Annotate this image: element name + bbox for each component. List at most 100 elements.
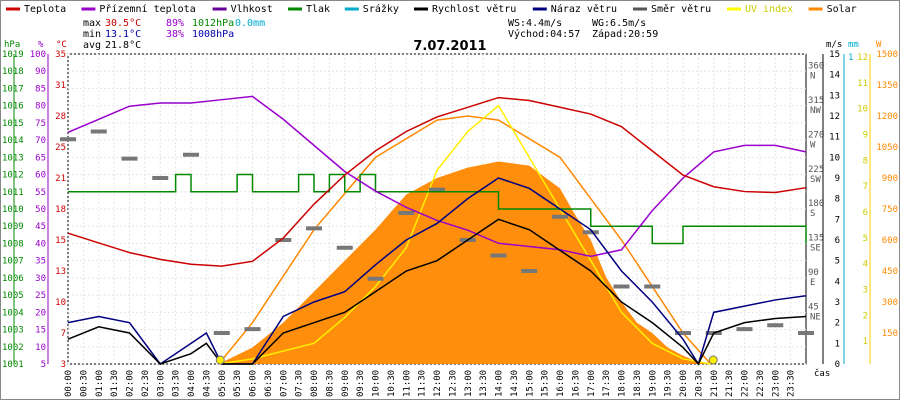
hum-tick-2: 85 — [35, 84, 46, 94]
wdir-name-3: SW — [810, 175, 821, 185]
stats-ws: WS:4.4m/s — [508, 18, 562, 29]
wm2-tick-9: 150 — [882, 329, 898, 339]
wdir-tick-3: 225 — [808, 165, 824, 175]
stats-sunset: Západ:20:59 — [592, 28, 658, 40]
ms-tick-13: 2 — [835, 319, 840, 329]
stats-wg: WG:6.5m/s — [592, 18, 646, 29]
ms-tick-12: 3 — [835, 298, 840, 308]
stats-min-temp: 13.1°C — [105, 29, 141, 40]
series-temperature — [67, 96, 807, 267]
hum-tick-1: 90 — [35, 67, 46, 77]
series-humidity — [67, 95, 807, 258]
x-tick-16: 08:00 — [310, 370, 320, 397]
hpa-tick-11: 1008 — [2, 239, 24, 249]
temp-tick-0: 35 — [55, 50, 66, 60]
hpa-tick-7: 1012 — [2, 171, 24, 181]
x-tick-3: 01:30 — [110, 370, 120, 397]
wdir-tick-2: 270 — [808, 130, 824, 140]
hpa-tick-18: 1001 — [2, 360, 24, 370]
temp-unit: °C — [56, 40, 67, 50]
stats-min-hum: 38% — [166, 29, 184, 40]
hum-tick-4: 75 — [35, 119, 46, 129]
x-tick-9: 04:30 — [202, 370, 212, 397]
hpa-tick-8: 1011 — [2, 188, 24, 198]
x-tick-34: 17:00 — [587, 370, 597, 397]
hum-tick-18: 5 — [41, 360, 46, 370]
hpa-tick-17: 1002 — [2, 343, 24, 353]
x-tick-30: 15:00 — [525, 370, 535, 397]
stats-max-hum: 89% — [166, 18, 184, 29]
x-tick-38: 19:00 — [648, 370, 658, 397]
legend-label-0: Teplota — [24, 4, 66, 15]
x-tick-45: 22:30 — [756, 370, 766, 397]
wdir-name-7: NE — [810, 313, 821, 323]
hpa-tick-2: 1017 — [2, 84, 24, 94]
x-tick-4: 02:00 — [126, 370, 136, 397]
x-tick-43: 21:30 — [725, 370, 735, 397]
x-tick-10: 05:00 — [218, 370, 228, 397]
x-tick-14: 07:00 — [279, 370, 289, 397]
series-solar-theoretical — [218, 115, 712, 365]
sun-marker-1 — [708, 355, 718, 365]
x-tick-6: 03:00 — [156, 370, 166, 397]
x-tick-20: 10:00 — [372, 370, 382, 397]
x-tick-39: 19:30 — [664, 370, 674, 397]
x-tick-8: 04:00 — [187, 370, 197, 397]
wdir-name-1: NW — [810, 106, 821, 116]
x-tick-15: 07:30 — [295, 370, 305, 397]
hum-tick-10: 45 — [35, 222, 46, 232]
temp-tick-3: 25 — [55, 143, 66, 153]
wm2-tick-8: 300 — [882, 298, 898, 308]
hpa-tick-13: 1006 — [2, 274, 24, 284]
uv-tick-7: 5 — [863, 234, 868, 244]
x-tick-22: 11:00 — [402, 370, 412, 397]
wdir-tick-1: 315 — [808, 96, 824, 106]
temp-tick-5: 18 — [55, 205, 66, 215]
hum-tick-16: 15 — [35, 326, 46, 336]
temp-tick-6: 15 — [55, 236, 66, 246]
stats-avg-temp: 21.8°C — [105, 40, 141, 51]
x-tick-32: 16:00 — [556, 370, 566, 397]
hpa-unit: hPa — [4, 40, 20, 50]
wdir-tick-6: 90 — [808, 268, 819, 278]
hum-tick-7: 60 — [35, 171, 46, 181]
series-pressure — [68, 173, 807, 245]
chart-title: 7.07.2011 — [413, 39, 486, 54]
legend-label-8: UV index — [745, 4, 793, 15]
temp-tick-4: 21 — [55, 174, 66, 184]
hum-tick-11: 40 — [35, 239, 46, 249]
hum-tick-3: 80 — [35, 102, 46, 112]
temp-tick-1: 31 — [55, 81, 66, 91]
hpa-tick-3: 1016 — [2, 102, 24, 112]
hum-tick-13: 30 — [35, 274, 46, 284]
hum-tick-17: 10 — [35, 343, 46, 353]
hum-tick-0: 100 — [30, 50, 46, 60]
hum-tick-9: 50 — [35, 205, 46, 215]
ms-tick-11: 4 — [835, 277, 840, 287]
x-tick-21: 10:30 — [387, 370, 397, 397]
wm2-tick-7: 450 — [882, 267, 898, 277]
temp-tick-7: 13 — [55, 267, 66, 277]
legend-label-4: Srážky — [363, 3, 399, 15]
x-tick-19: 09:30 — [356, 370, 366, 397]
stats-rain: 0.0mm — [235, 18, 265, 29]
stats-min-press: 1008hPa — [192, 29, 234, 40]
ms-tick-3: 12 — [829, 112, 840, 122]
ms-tick-14: 1 — [835, 339, 840, 349]
wm2-tick-5: 750 — [882, 205, 898, 215]
x-tick-12: 06:00 — [249, 370, 259, 397]
hum-tick-12: 35 — [35, 257, 46, 267]
hum-tick-6: 65 — [35, 153, 46, 163]
wdir-name-6: E — [810, 278, 815, 288]
ms-tick-0: 15 — [829, 50, 840, 60]
sun-marker-0 — [215, 355, 225, 365]
x-tick-46: 23:00 — [771, 370, 781, 397]
x-tick-7: 03:30 — [172, 370, 182, 397]
wm2-tick-4: 900 — [882, 174, 898, 184]
hpa-tick-15: 1004 — [2, 308, 24, 318]
x-tick-35: 17:30 — [602, 370, 612, 397]
legend-label-1: Přízemní teplota — [99, 3, 195, 15]
legend-label-5: Rychlost větru — [432, 3, 516, 15]
